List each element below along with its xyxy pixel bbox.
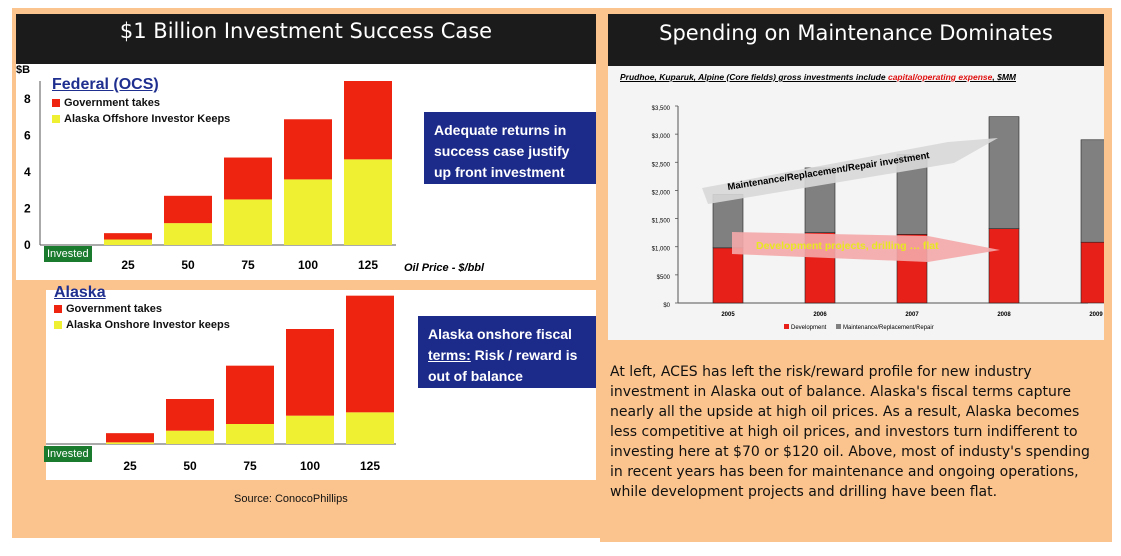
x-tick-label: 100 (298, 258, 318, 272)
federal-heading: Federal (OCS) (52, 76, 159, 93)
y-tick-label: $1,500 (652, 219, 671, 225)
y-tick-label: $500 (657, 275, 671, 281)
bar-2009-lower (1080, 241, 1112, 304)
y-tick-label: 2 (24, 202, 31, 216)
y-tick-label: $2,000 (652, 190, 671, 196)
x-tick-label: 100 (300, 459, 320, 473)
x-tick-label: 50 (181, 258, 195, 272)
alaska-callout-pre: Alaska onshore fiscal (428, 326, 572, 342)
spending-chart: $0 $500 $1,000 $1,500 $2,000 $2,500 $3,000 $3,5… (652, 105, 1112, 331)
federal-invested-tag: Invested (44, 246, 92, 262)
bar-100-upper (286, 329, 334, 416)
y-tick-label: $0 (663, 303, 670, 309)
gov-swatch (54, 305, 62, 314)
bar-75-upper (226, 365, 274, 424)
alaska-legend-inv-label: Alaska Onshore Investor keeps (66, 319, 230, 331)
gov-swatch (52, 99, 60, 108)
federal-legend-gov-label: Government takes (64, 97, 160, 109)
bar-2005-lower (712, 247, 744, 304)
federal-y-unit: $B (16, 64, 31, 76)
federal-legend-inv-label: Alaska Offshore Investor Keeps (64, 113, 231, 125)
x-tick-label: 2006 (813, 312, 827, 318)
y-tick-label: 8 (24, 92, 31, 106)
bar-25-upper (106, 433, 154, 443)
alaska-legend-inv: Alaska Onshore Investor keeps (54, 319, 230, 331)
bar-75-lower (226, 424, 274, 444)
alaska-legend-gov: Government takes (54, 303, 162, 315)
spending-subtitle-post: , $MM (992, 72, 1016, 82)
alaska-legend-gov-label: Government takes (66, 303, 162, 315)
development-arrow-label: Development projects, drilling … flat (756, 240, 939, 252)
bar-125-upper (346, 295, 394, 413)
y-tick-label: $2,500 (652, 162, 671, 168)
spending-subtitle-pre: Prudhoe, Kuparuk, Alpine (Core fields) g… (620, 72, 888, 82)
x-tick-label: 125 (360, 459, 380, 473)
bar-2008-lower (988, 228, 1020, 304)
federal-callout: Adequate returns in success case justify… (424, 112, 596, 201)
maintenance-arrow (702, 138, 998, 204)
inv-swatch (54, 321, 62, 330)
legend-maintenance-label: Maintenance/Replacement/Repair (843, 325, 934, 331)
bar-50-lower (166, 430, 214, 444)
bar-2009-upper (1080, 139, 1112, 243)
bar-100-lower (284, 179, 332, 245)
alaska-callout-post: Risk / reward is out of balance (428, 347, 578, 384)
development-arrow (732, 232, 1000, 262)
alaska-callout-underlined: terms: (428, 347, 471, 363)
x-tick-label: 2009 (1089, 312, 1103, 318)
x-tick-label: 25 (121, 258, 135, 272)
bar-125-lower (346, 412, 394, 444)
alaska-invested-tag: Invested (44, 446, 92, 462)
y-tick-label: 4 (24, 165, 31, 179)
y-tick-label: $3,000 (652, 134, 671, 140)
x-tick-label: 75 (243, 459, 257, 473)
bar-125-upper (344, 81, 392, 160)
bar-25-lower (106, 442, 154, 444)
y-tick-label: $3,500 (652, 106, 671, 112)
spending-subtitle-red: capital/operating expense (887, 72, 993, 82)
y-tick-label: 6 (24, 129, 31, 143)
bar-50-upper (164, 195, 212, 224)
bar-2008-upper (988, 116, 1020, 230)
alaska-callout: Alaska onshore fiscal terms: Risk / rewa… (418, 316, 596, 388)
source-note: Source: ConocoPhillips (234, 493, 348, 505)
inv-swatch (52, 115, 60, 124)
x-tick-label: 2005 (721, 312, 735, 318)
x-tick-label: 2008 (997, 312, 1011, 318)
x-tick-label: 25 (123, 459, 137, 473)
bar-100-lower (286, 415, 334, 444)
bar-75-upper (224, 157, 272, 200)
y-tick-label: $1,000 (652, 247, 671, 253)
x-tick-label: 75 (241, 258, 255, 272)
bar-25-upper (104, 233, 152, 240)
right-title: Spending on Maintenance Dominates (608, 14, 1104, 66)
spending-chart-panel: Prudhoe, Kuparuk, Alpine (Core fields) g… (608, 66, 1112, 340)
federal-chart: 0 2 4 6 8 25 50 75 100 125 (24, 81, 396, 272)
legend-development-label: Development (791, 325, 827, 331)
left-title: $1 Billion Investment Success Case (16, 14, 596, 64)
alaska-heading: Alaska (54, 284, 106, 301)
bar-75-lower (224, 199, 272, 245)
legend-development-swatch (784, 324, 789, 329)
federal-legend-inv: Alaska Offshore Investor Keeps (52, 113, 230, 125)
federal-x-axis-label: Oil Price - $/bbl (404, 262, 485, 274)
spending-subtitle: Prudhoe, Kuparuk, Alpine (Core fields) g… (620, 72, 1016, 82)
legend-maintenance-swatch (836, 324, 841, 329)
body-text: At left, ACES has left the risk/reward p… (610, 364, 1090, 500)
x-tick-label: 50 (183, 459, 197, 473)
bar-50-upper (166, 399, 214, 431)
y-tick-label: 0 (24, 238, 31, 252)
bar-125-lower (344, 159, 392, 245)
x-tick-label: 125 (358, 258, 378, 272)
federal-legend-gov: Government takes (52, 97, 160, 109)
x-tick-label: 2007 (905, 312, 919, 318)
bar-100-upper (284, 119, 332, 180)
bar-50-lower (164, 223, 212, 245)
bar-25-lower (104, 239, 152, 245)
